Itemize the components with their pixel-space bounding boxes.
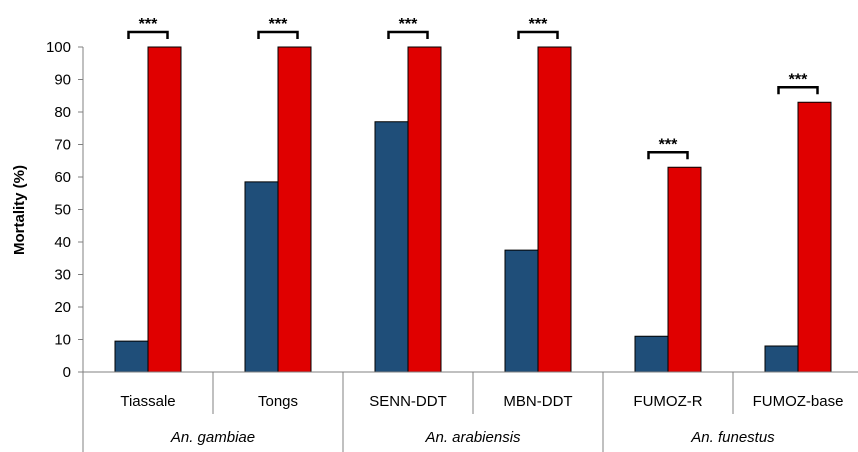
y-tick-label: 50 [54, 202, 71, 219]
y-tick-label: 20 [54, 299, 71, 316]
group-label: An. gambiae [170, 429, 255, 446]
category-label: MBN-DDT [503, 393, 572, 410]
bar-fumoz-base-series-2 [797, 101, 832, 373]
y-tick-label: 10 [54, 332, 71, 349]
bar-senn-ddt-series-1 [374, 121, 409, 373]
group-label: An. funestus [690, 429, 775, 446]
bar-fumoz-base-series-1 [764, 345, 799, 373]
bar-tongs-series-1 [244, 181, 279, 373]
bar-mbn-ddt-series-1 [504, 249, 539, 373]
y-axis-label: Mortality (%) [11, 165, 28, 255]
bar-fumoz-r-series-2 [667, 166, 702, 373]
y-tick-label: 60 [54, 169, 71, 186]
significance-annotations: *** *** *** *** *** *** [127, 16, 819, 160]
y-tick-label: 90 [54, 72, 71, 89]
group-label: An. arabiensis [424, 429, 521, 446]
y-tick-label: 80 [54, 104, 71, 121]
significance-label: *** [529, 16, 548, 33]
significance-label: *** [789, 71, 808, 88]
y-axis: 0 10 20 30 40 50 60 70 80 90 100 [46, 39, 84, 381]
significance-bracket [777, 86, 819, 95]
significance-bracket [517, 30, 559, 39]
significance-bracket [257, 30, 299, 39]
y-tick-label: 100 [46, 39, 71, 56]
y-tick-label: 70 [54, 137, 71, 154]
category-label: Tiassale [120, 393, 175, 410]
significance-bracket [387, 30, 429, 39]
bar-tiassale-series-1 [114, 340, 149, 373]
category-label: FUMOZ-base [753, 393, 844, 410]
y-tick-label: 40 [54, 234, 71, 251]
y-tick-label: 30 [54, 267, 71, 284]
x-axis: Tiassale Tongs SENN-DDT MBN-DDT FUMOZ-R FUMOZ… [82, 371, 858, 452]
bar-mbn-ddt-series-2 [537, 46, 572, 373]
y-tick-label: 0 [63, 364, 71, 381]
bar-tongs-series-2 [277, 46, 312, 373]
significance-label: *** [659, 136, 678, 153]
bars [114, 46, 832, 373]
category-label: SENN-DDT [369, 393, 447, 410]
significance-bracket [647, 151, 689, 160]
category-label: Tongs [258, 393, 298, 410]
significance-label: *** [269, 16, 288, 33]
significance-label: *** [139, 16, 158, 33]
bar-fumoz-r-series-1 [634, 335, 669, 373]
category-label: FUMOZ-R [633, 393, 702, 410]
bar-tiassale-series-2 [147, 46, 182, 373]
significance-label: *** [399, 16, 418, 33]
bar-senn-ddt-series-2 [407, 46, 442, 373]
significance-bracket [127, 30, 169, 39]
